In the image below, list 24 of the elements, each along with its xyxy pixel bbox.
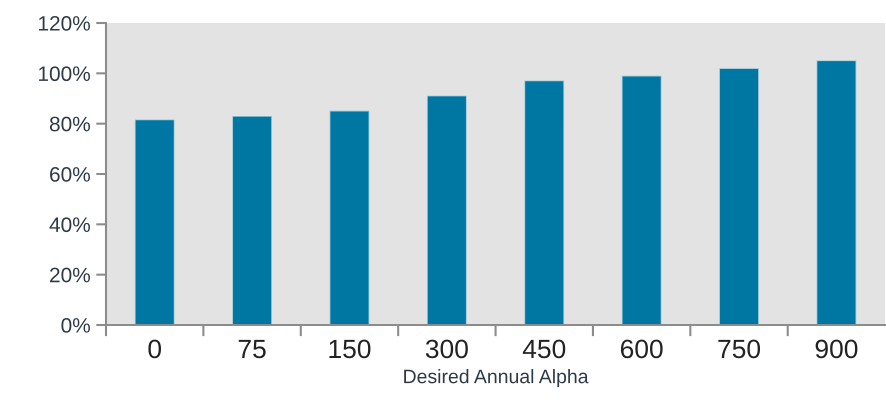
y-tick-label: 120% (39, 16, 90, 31)
y-tick-label: 100% (39, 66, 90, 82)
x-tick-label: 900 (816, 340, 858, 358)
bar (622, 76, 662, 325)
x-tick-label: 150 (329, 340, 370, 358)
y-tick-label: 60% (50, 167, 90, 182)
bar (426, 96, 467, 325)
bar (232, 116, 272, 325)
bar (330, 110, 370, 325)
bar (719, 68, 759, 325)
y-tick-label: 80% (50, 116, 90, 132)
x-tick-label: 750 (718, 340, 760, 358)
bar (524, 80, 564, 325)
bar (134, 119, 175, 325)
y-tick-label: 40% (50, 217, 90, 232)
x-axis-title: Desired Annual Alpha (404, 369, 589, 388)
x-tick-label: 450 (522, 340, 566, 358)
y-tick-label: 0% (61, 318, 90, 333)
x-tick-label: 75 (238, 340, 266, 358)
y-tick-label: 20% (50, 268, 90, 282)
x-tick-label: 600 (620, 340, 663, 358)
x-tick-label: 0 (148, 340, 161, 358)
bar (816, 60, 856, 325)
x-tick-label: 300 (426, 340, 468, 358)
